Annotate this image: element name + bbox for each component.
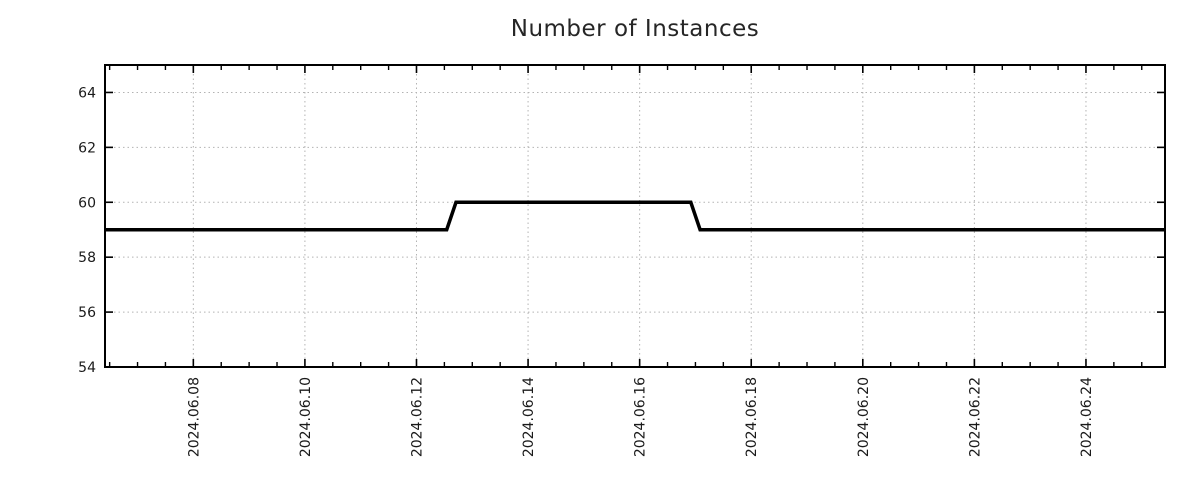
y-tick-label: 56 <box>78 305 96 321</box>
series-line-instances <box>105 200 1165 232</box>
x-tick-label: 2024.06.22 <box>967 377 983 457</box>
x-tick-label: 2024.06.20 <box>856 377 872 457</box>
x-tick-label: 2024.06.12 <box>409 377 425 457</box>
y-tick-label: 62 <box>78 140 96 156</box>
y-tick-label: 60 <box>78 195 96 211</box>
x-tick-label: 2024.06.16 <box>633 377 649 457</box>
y-tick-label: 54 <box>78 360 96 376</box>
y-tick-label: 58 <box>78 250 96 266</box>
x-tick-label: 2024.06.18 <box>744 377 760 457</box>
axis-border <box>104 64 1166 368</box>
chart-title: Number of Instances <box>510 16 760 42</box>
x-tick-label: 2024.06.08 <box>186 377 202 457</box>
x-tick-label: 2024.06.24 <box>1079 377 1095 457</box>
x-tick-label: 2024.06.14 <box>521 377 537 457</box>
y-tick-label: 64 <box>78 85 96 101</box>
x-tick-label: 2024.06.10 <box>298 377 314 457</box>
